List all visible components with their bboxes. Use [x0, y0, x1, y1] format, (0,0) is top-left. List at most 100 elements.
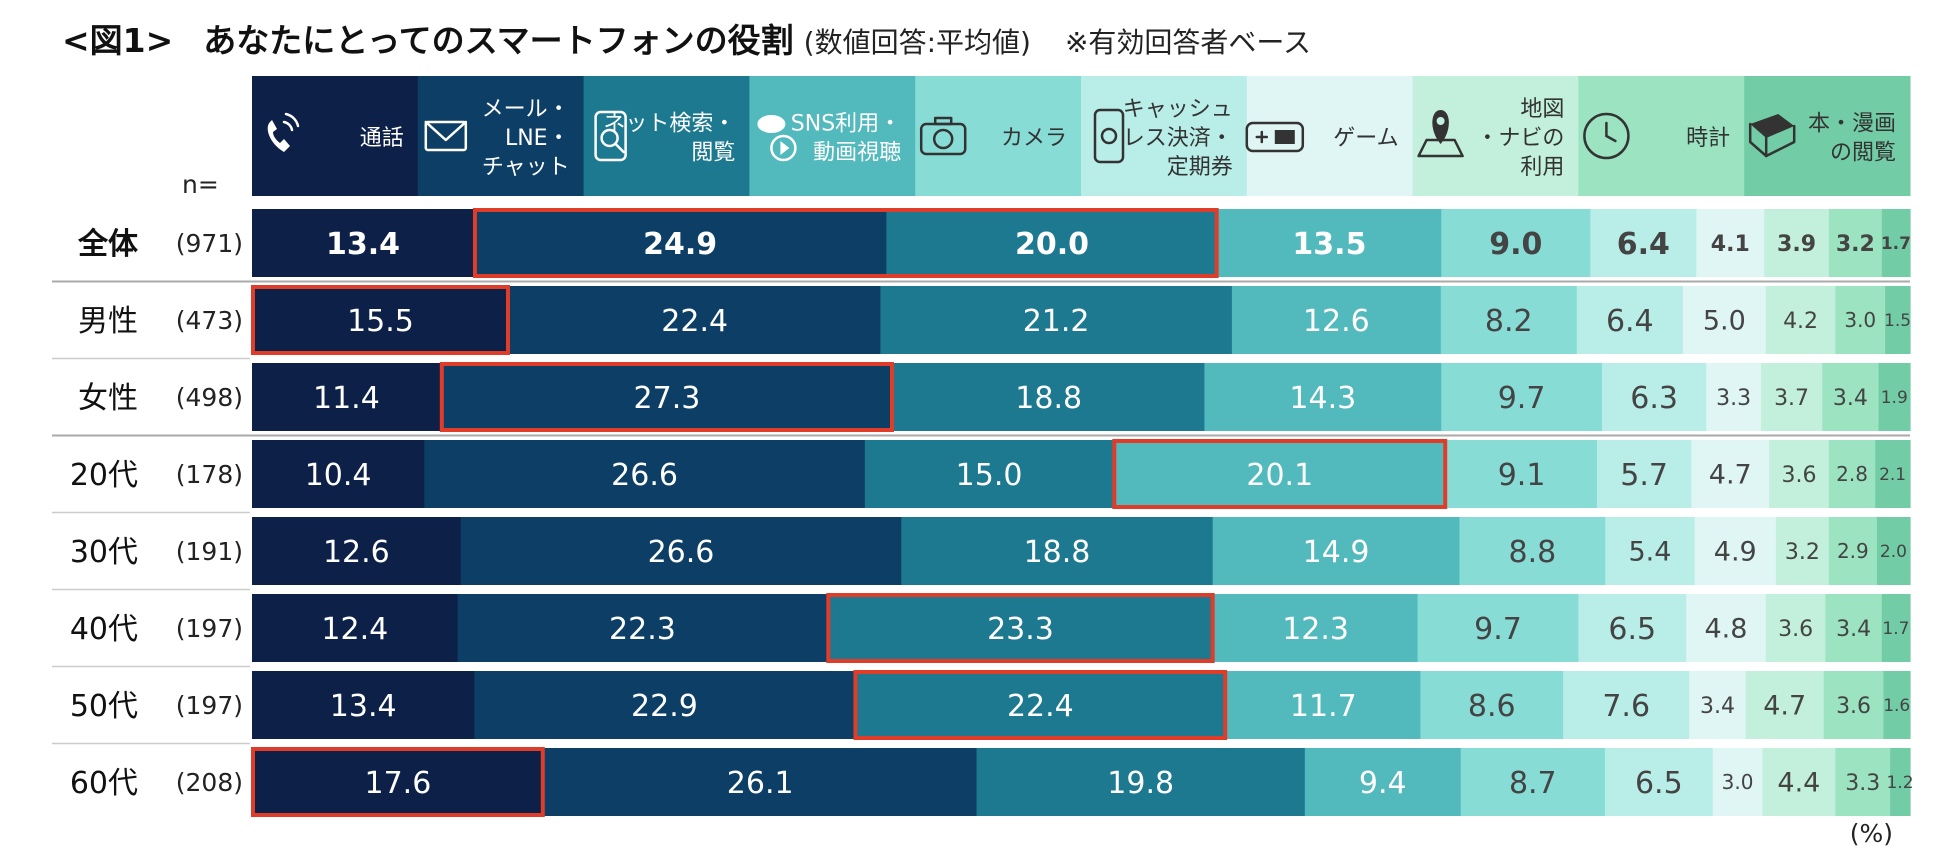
data-label: 9.1: [1498, 458, 1546, 493]
bar-segment: [1578, 594, 1687, 662]
data-label: 8.6: [1468, 689, 1516, 724]
bar-segment: [252, 209, 475, 277]
data-label: 3.6: [1836, 694, 1871, 719]
data-label: 6.3: [1630, 381, 1678, 416]
data-label: 14.9: [1303, 535, 1370, 570]
bar-segment: [1764, 209, 1830, 277]
bar-segment: [1596, 440, 1692, 508]
highlight-box: [826, 593, 1215, 663]
highlight-box: [439, 362, 895, 432]
bar-segment: [1765, 594, 1827, 662]
row-label: 60代: [70, 766, 138, 801]
map-pin-icon: [1417, 110, 1464, 158]
row-n: (473): [176, 306, 243, 335]
data-label: 6.4: [1606, 304, 1654, 339]
bar-segment: [1604, 748, 1714, 816]
highlight-box: [251, 285, 510, 355]
bar-segment: [1682, 286, 1767, 354]
legend-swatch: [1246, 76, 1414, 196]
bar-segment: [1825, 594, 1883, 662]
legend-swatch: [1081, 76, 1248, 196]
title-base-note: ※有効回答者ベース: [1064, 26, 1311, 59]
data-label: 6.5: [1608, 612, 1656, 647]
bar-segment: [1875, 440, 1911, 508]
row-label: 男性: [78, 304, 138, 339]
bar-segment: [1226, 671, 1422, 739]
data-label: 15.5: [347, 304, 414, 339]
title-main: あなたにとってのスマートフォンの役割: [203, 21, 794, 60]
data-label: 18.8: [1015, 381, 1082, 416]
legend-swatch: [915, 76, 1082, 196]
data-label: 8.8: [1508, 535, 1556, 570]
legend-label: の閲覧: [1830, 141, 1896, 166]
legend-label: 動画視聴: [813, 141, 901, 166]
bar-segment: [1876, 517, 1911, 585]
chart-row: 60代 (208) 17.6 26.1 19.8 9.4 8.7 6.5 3.0 4.4 3.3 1.…: [70, 747, 1914, 817]
bar-segment: [1890, 748, 1911, 816]
legend-swatch: [1744, 76, 1911, 196]
data-label: 20.0: [1015, 227, 1089, 262]
figure-label: <図1>: [62, 21, 174, 60]
data-label: 3.9: [1777, 232, 1816, 257]
chart-row: 40代 (197) 12.4 22.3 23.3 12.3 9.7 6.5 4.8 3.6 3.4 1…: [70, 593, 1911, 663]
bar-segment: [1828, 440, 1876, 508]
legend-label: ゲーム: [1333, 126, 1398, 151]
bar-segment: [1605, 517, 1696, 585]
data-label: 1.2: [1887, 773, 1914, 793]
envelope-body: [424, 120, 468, 152]
data-label: 22.9: [631, 689, 698, 724]
data-label: 2.8: [1836, 462, 1868, 486]
screen: [1274, 130, 1295, 144]
bar-segment: [1835, 748, 1891, 816]
data-label: 5.4: [1628, 537, 1671, 568]
legend-swatch: [252, 76, 419, 196]
data-label: 4.2: [1783, 309, 1818, 334]
legend-label: キャッシュ: [1123, 97, 1233, 122]
data-label: 3.4: [1836, 617, 1871, 642]
bar-segment: [252, 748, 545, 816]
data-label: 2.1: [1879, 465, 1906, 485]
bar-segment: [252, 517, 462, 585]
camera-lens: [932, 128, 954, 150]
row-label: 女性: [78, 381, 138, 416]
chart-row: 20代 (178) 10.4 26.6 15.0 20.1 9.1 5.7 4.7 3.6 2.8 2…: [70, 439, 1911, 509]
legend-swatch: [417, 76, 585, 196]
bar-segment: [864, 440, 1114, 508]
bar-segment: [424, 440, 866, 508]
legend-label: レス決済・: [1123, 126, 1233, 151]
bar-segment: [1576, 286, 1684, 354]
magnifier-handle: [614, 142, 625, 154]
row-label: 40代: [70, 612, 138, 647]
data-label: 12.4: [321, 612, 388, 647]
envelope-icon: [424, 120, 468, 152]
data-label: 1.6: [1883, 696, 1910, 716]
bar-segment: [1828, 517, 1878, 585]
data-label: 4.7: [1709, 460, 1752, 491]
data-label: 12.6: [1303, 304, 1370, 339]
bar-segment: [508, 286, 881, 354]
data-label: 3.6: [1782, 463, 1817, 488]
bar-segment: [1769, 440, 1830, 508]
legend-item: メール・ LNE・チャット: [417, 76, 585, 196]
coin: [1100, 127, 1118, 145]
clock-face: [1583, 112, 1630, 160]
data-label: 3.0: [1722, 770, 1754, 794]
bar-segment: [252, 440, 425, 508]
bar-segment: [252, 286, 510, 354]
data-label: 17.6: [365, 766, 432, 801]
bar-segment: [1217, 209, 1442, 277]
legend-item: カメラ: [915, 76, 1082, 196]
bar-segment: [1881, 209, 1911, 277]
legend-swatch: [749, 76, 916, 196]
data-label: 3.6: [1778, 617, 1813, 642]
bar-segment: [1691, 440, 1770, 508]
bar-segment: [1304, 748, 1462, 816]
data-label: 20.1: [1246, 458, 1313, 493]
data-label: 10.4: [305, 458, 372, 493]
row-n: (178): [176, 460, 243, 489]
phone-shape: [267, 120, 290, 152]
bar-segment: [880, 286, 1233, 354]
bar-segment: [1881, 594, 1911, 662]
